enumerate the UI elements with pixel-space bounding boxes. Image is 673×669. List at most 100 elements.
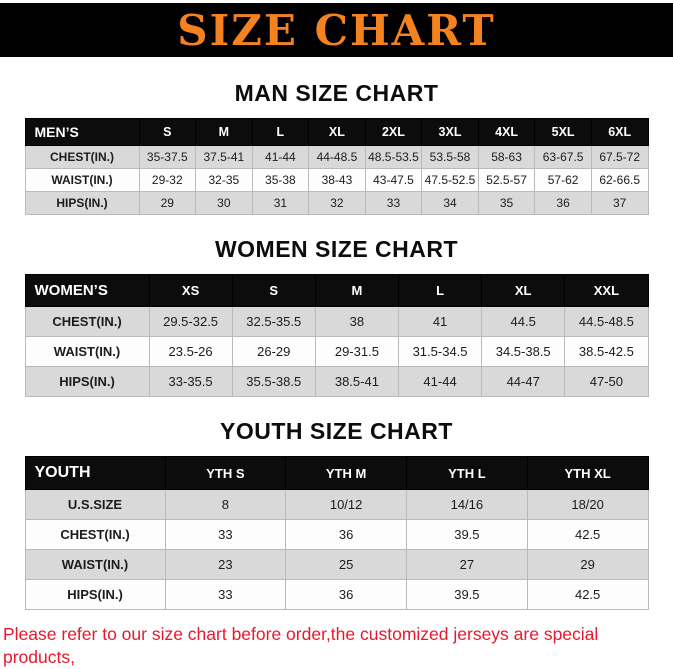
value-cell: 27: [406, 549, 528, 580]
value-cell: 31.5-34.5: [397, 336, 483, 367]
value-cell: 35-38: [251, 168, 310, 192]
value-cell: 36: [285, 579, 407, 610]
row-label-cell: U.S.SIZE: [24, 489, 166, 520]
value-cell: 42.5: [526, 519, 649, 550]
value-cell: 53.5-58: [421, 145, 479, 169]
size-column-header: 3XL: [421, 118, 479, 146]
size-column-header: M: [314, 274, 399, 307]
value-cell: 18/20: [526, 489, 649, 520]
value-cell: 31: [251, 191, 310, 215]
value-cell: 33-35.5: [148, 366, 233, 397]
value-cell: 41: [397, 306, 483, 337]
value-cell: 23.5-26: [148, 336, 233, 367]
value-cell: 34.5-38.5: [481, 336, 566, 367]
men-size-table: MEN’S S M L XL 2XL 3XL 4XL 5XL 6XL CHEST(IN.) 35-37…: [24, 118, 649, 215]
value-cell: 38: [314, 306, 399, 337]
value-cell: 42.5: [526, 579, 649, 610]
table-row: WAIST(IN.) 29-32 32-35 35-38 38-43 43-47.5 47.…: [24, 168, 649, 192]
size-column-header: YTH M: [285, 456, 407, 490]
size-column-header: XL: [481, 274, 566, 307]
row-label-cell: HIPS(IN.): [24, 366, 150, 397]
value-cell: 23: [164, 549, 287, 580]
value-cell: 29.5-32.5: [148, 306, 233, 337]
row-label-cell: WAIST(IN.): [24, 168, 140, 192]
value-cell: 36: [534, 191, 592, 215]
size-column-header: YTH L: [406, 456, 528, 490]
value-cell: 41-44: [397, 366, 483, 397]
value-cell: 44-47: [481, 366, 566, 397]
table-row: HIPS(IN.) 33-35.5 35.5-38.5 38.5-41 41-44 44-…: [24, 366, 649, 397]
sections: MAN SIZE CHART MEN’S S M L XL 2XL 3XL 4XL 5XL 6XL C…: [0, 80, 673, 610]
value-cell: 44.5: [481, 306, 566, 337]
value-cell: 30: [195, 191, 253, 215]
size-column-header: XL: [308, 118, 366, 146]
size-column-header: YTH S: [164, 456, 287, 490]
value-cell: 37.5-41: [195, 145, 253, 169]
table-row: HIPS(IN.) 29 30 31 32 33 34 35 36 37: [24, 191, 649, 215]
table-corner-label: MEN’S: [24, 118, 140, 146]
value-cell: 35: [477, 191, 536, 215]
value-cell: 39.5: [406, 579, 528, 610]
value-cell: 35-37.5: [138, 145, 197, 169]
row-label-cell: WAIST(IN.): [24, 336, 150, 367]
row-label-cell: HIPS(IN.): [24, 191, 140, 215]
row-label-cell: CHEST(IN.): [24, 145, 140, 169]
value-cell: 29-32: [138, 168, 197, 192]
women-size-table: WOMEN’S XS S M L XL XXL CHEST(IN.) 29.5-32.5 32.5…: [24, 274, 649, 397]
row-label-cell: CHEST(IN.): [24, 306, 150, 337]
value-cell: 39.5: [406, 519, 528, 550]
value-cell: 57-62: [534, 168, 592, 192]
value-cell: 44.5-48.5: [564, 306, 649, 337]
value-cell: 29-31.5: [314, 336, 399, 367]
value-cell: 38-43: [308, 168, 366, 192]
banner: SIZE CHART: [0, 3, 673, 57]
size-column-header: 6XL: [590, 118, 649, 146]
value-cell: 33: [364, 191, 423, 215]
value-cell: 63-67.5: [534, 145, 592, 169]
value-cell: 43-47.5: [364, 168, 423, 192]
value-cell: 48.5-53.5: [364, 145, 423, 169]
table-row: WAIST(IN.) 23 25 27 29: [24, 549, 649, 580]
men-section-heading: MAN SIZE CHART: [234, 80, 439, 106]
value-cell: 10/12: [285, 489, 407, 520]
table-row: U.S.SIZE 8 10/12 14/16 18/20: [24, 489, 649, 520]
size-column-header: S: [231, 274, 316, 307]
size-column-header: L: [251, 118, 310, 146]
value-cell: 33: [164, 519, 287, 550]
value-cell: 32-35: [195, 168, 253, 192]
row-label-cell: WAIST(IN.): [24, 549, 166, 580]
size-column-header: XS: [148, 274, 233, 307]
table-header-row: MEN’S S M L XL 2XL 3XL 4XL 5XL 6XL: [24, 118, 649, 146]
size-column-header: 5XL: [534, 118, 592, 146]
size-column-header: L: [397, 274, 483, 307]
size-column-header: XXL: [564, 274, 649, 307]
page-title: SIZE CHART: [177, 5, 496, 55]
value-cell: 14/16: [406, 489, 528, 520]
value-cell: 38.5-42.5: [564, 336, 649, 367]
value-cell: 36: [285, 519, 407, 550]
table-row: WAIST(IN.) 23.5-26 26-29 29-31.5 31.5-34.5 34…: [24, 336, 649, 367]
row-label-cell: HIPS(IN.): [24, 579, 166, 610]
value-cell: 47-50: [564, 366, 649, 397]
size-column-header: M: [195, 118, 253, 146]
table-row: CHEST(IN.) 35-37.5 37.5-41 41-44 44-48.5 48.5…: [24, 145, 649, 169]
section-women: WOMEN SIZE CHART WOMEN’S XS S M L XL XXL CHEST(I…: [0, 236, 673, 397]
value-cell: 29: [526, 549, 649, 580]
footer-line-1: Please refer to our size chart before or…: [3, 624, 599, 668]
value-cell: 32.5-35.5: [231, 306, 316, 337]
section-men: MAN SIZE CHART MEN’S S M L XL 2XL 3XL 4XL 5XL 6XL C…: [0, 80, 673, 215]
value-cell: 32: [308, 191, 366, 215]
value-cell: 47.5-52.5: [421, 168, 479, 192]
value-cell: 29: [138, 191, 197, 215]
table-header-row: YOUTH YTH S YTH M YTH L YTH XL: [24, 456, 649, 490]
youth-section-heading: YOUTH SIZE CHART: [220, 418, 453, 444]
value-cell: 34: [421, 191, 479, 215]
table-row: CHEST(IN.) 29.5-32.5 32.5-35.5 38 41 44.5 44.5…: [24, 306, 649, 337]
table-header-row: WOMEN’S XS S M L XL XXL: [24, 274, 649, 307]
size-column-header: 4XL: [477, 118, 536, 146]
value-cell: 67.5-72: [590, 145, 649, 169]
row-label-cell: CHEST(IN.): [24, 519, 166, 550]
table-row: HIPS(IN.) 33 36 39.5 42.5: [24, 579, 649, 610]
value-cell: 25: [285, 549, 407, 580]
